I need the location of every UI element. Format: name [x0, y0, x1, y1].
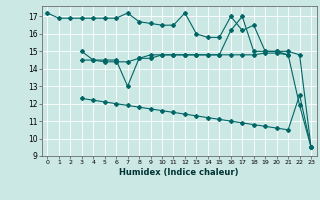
X-axis label: Humidex (Indice chaleur): Humidex (Indice chaleur)	[119, 168, 239, 177]
